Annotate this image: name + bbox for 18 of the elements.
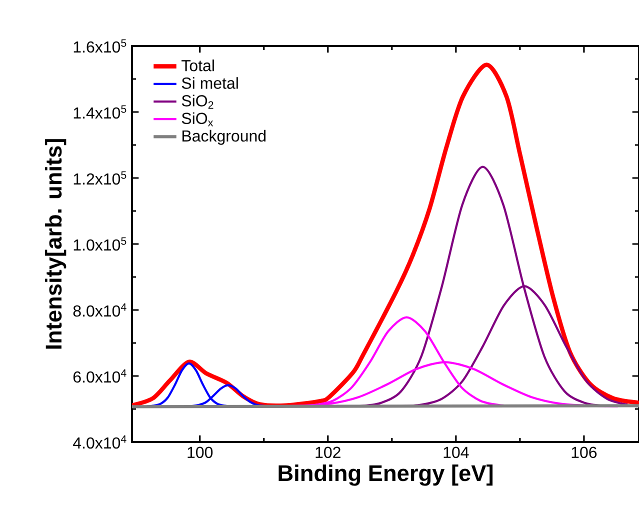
y-tick-label: 1.6x10$^{5}$	[74, 39, 126, 53]
x-axis-title: Binding Energy [eV]	[278, 464, 493, 486]
y-tick-label: 1.2x10$^{5}$	[74, 171, 126, 185]
y-tick-label: 1.0x10$^{5}$	[74, 237, 126, 251]
y-tick-label: 6.0x10$^{4}$	[73, 369, 126, 383]
y-tick-label: 1.4x10$^{5}$	[74, 105, 126, 119]
legend-label: SiO$_{x}$	[182, 112, 214, 126]
legend-label: Background	[182, 130, 266, 145]
legend-label: Total	[182, 60, 214, 72]
y-tick-label: 8.0x10$^{4}$	[73, 303, 126, 317]
y-axis-title: Intensity[arb. units]	[45, 139, 66, 349]
x-tick-label: 102	[316, 446, 340, 458]
x-tick-label: 106	[572, 446, 597, 458]
legend-label: SiO$_{2}$	[182, 94, 214, 109]
x-tick-label: 104	[444, 446, 469, 458]
legend-label: Si metal	[182, 77, 238, 89]
x-tick-label: 100	[188, 446, 213, 458]
y-tick-label: 4.0x10$^{4}$	[73, 435, 126, 449]
